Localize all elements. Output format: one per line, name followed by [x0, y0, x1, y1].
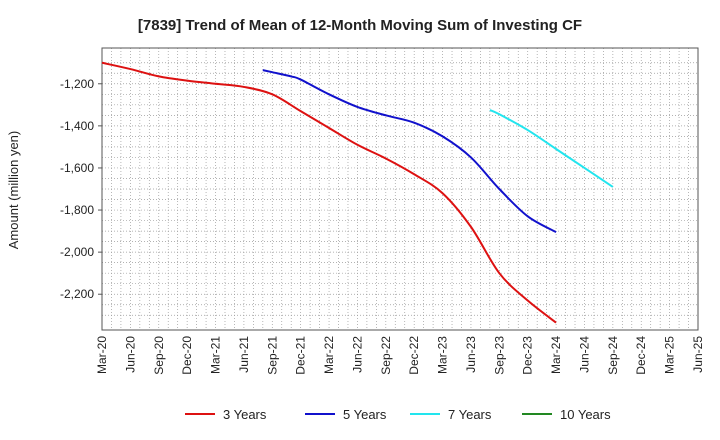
x-tick-label: Sep-23 [492, 336, 506, 375]
x-tick-label: Dec-21 [294, 336, 308, 375]
series-line-7-years [489, 109, 614, 188]
legend: 3 Years 5 Years 7 Years 10 Years [185, 407, 611, 422]
chart-title: [7839] Trend of Mean of 12-Month Moving … [138, 17, 582, 34]
x-tick-label: Dec-20 [180, 336, 194, 375]
legend-label-5-years: 5 Years [343, 407, 387, 422]
legend-label-7-years: 7 Years [448, 407, 492, 422]
x-tick-label: Dec-23 [521, 336, 535, 375]
x-tick-label: Dec-24 [634, 336, 648, 375]
x-tick-label: Jun-22 [350, 336, 364, 373]
x-tick-labels: Mar-20 Jun-20 Sep-20 Dec-20 Mar-21 Jun-21 Sep-… [95, 336, 705, 375]
x-tick-label: Sep-24 [606, 336, 620, 375]
x-tick-label: Mar-21 [209, 336, 223, 374]
x-tick-label: Jun-25 [691, 336, 705, 373]
series-line-5-years [262, 69, 557, 234]
x-tick-label: Mar-24 [549, 336, 563, 374]
series-line-3-years [101, 61, 557, 324]
y-tick-label: -2,000 [60, 245, 94, 259]
x-tick-label: Mar-25 [663, 336, 677, 374]
plot-frame [101, 47, 699, 331]
x-tick-label: Sep-20 [152, 336, 166, 375]
legend-label-10-years: 10 Years [560, 407, 611, 422]
x-tick-label: Sep-22 [379, 336, 393, 375]
grid [102, 48, 698, 330]
x-tick-label: Dec-22 [407, 336, 421, 375]
y-tick-label: -1,600 [60, 161, 94, 175]
x-tick-label: Mar-20 [95, 336, 109, 374]
y-tick-label: -1,400 [60, 119, 94, 133]
x-tick-label: Jun-23 [464, 336, 478, 373]
x-tick-label: Sep-21 [265, 336, 279, 375]
x-tick-label: Jun-24 [577, 336, 591, 373]
legend-label-3-years: 3 Years [223, 407, 267, 422]
x-tick-label: Jun-20 [123, 336, 137, 373]
x-tick-label: Mar-22 [322, 336, 336, 374]
y-axis-label: Amount (million yen) [6, 131, 21, 250]
y-tick-label: -2,200 [60, 287, 94, 301]
y-tick-labels: -1,200 -1,400 -1,600 -1,800 -2,000 -2,200 [60, 77, 102, 301]
y-tick-label: -1,800 [60, 203, 94, 217]
y-tick-label: -1,200 [60, 77, 94, 91]
x-tick-label: Mar-23 [436, 336, 450, 374]
series-layer [101, 61, 614, 324]
x-tick-label: Jun-21 [237, 336, 251, 373]
